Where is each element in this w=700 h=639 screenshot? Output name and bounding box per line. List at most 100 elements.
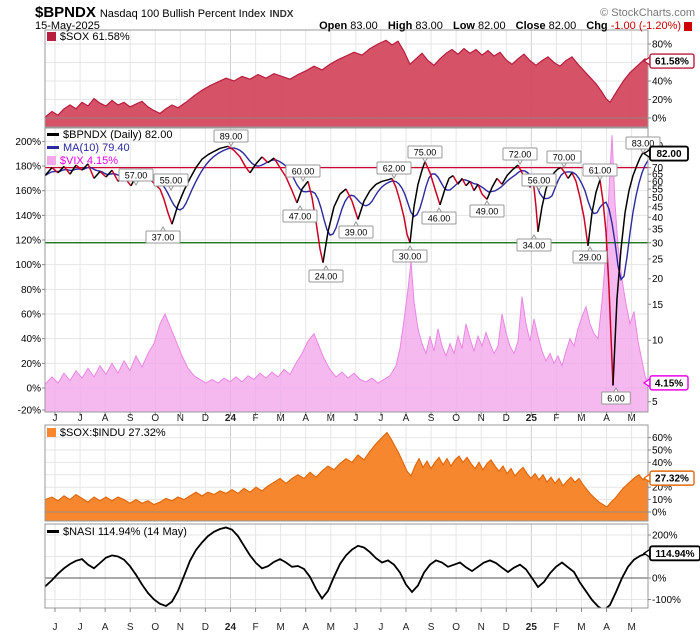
quote-strip: Open 83.00 High 83.00 Low 82.00 Close 82… xyxy=(312,20,692,32)
legend-ma10: MA(10) 79.40 xyxy=(47,141,130,154)
exchange-code: INDX xyxy=(269,9,294,20)
high-label: High xyxy=(387,20,413,32)
close-label: Close xyxy=(515,20,546,32)
legend-bpndx: $BPNDX (Daily) 82.00 xyxy=(47,128,172,141)
svg-text:29.00: 29.00 xyxy=(579,253,602,263)
svg-text:45: 45 xyxy=(652,202,664,213)
svg-text:D: D xyxy=(503,413,510,424)
svg-text:N: N xyxy=(478,622,485,633)
svg-text:0%: 0% xyxy=(652,508,667,519)
svg-text:20: 20 xyxy=(652,274,664,285)
svg-text:120%: 120% xyxy=(15,236,41,247)
svg-text:A: A xyxy=(102,413,109,424)
svg-text:A: A xyxy=(603,413,610,424)
svg-text:40%: 40% xyxy=(652,458,672,469)
svg-text:J: J xyxy=(78,622,83,633)
svg-text:100%: 100% xyxy=(15,260,41,271)
svg-text:140%: 140% xyxy=(15,211,41,222)
svg-text:0%: 0% xyxy=(652,114,667,125)
bpndx-line-icon xyxy=(47,133,59,136)
svg-text:80%: 80% xyxy=(652,40,672,51)
svg-text:S: S xyxy=(428,622,435,633)
svg-text:J: J xyxy=(378,413,383,424)
svg-text:55: 55 xyxy=(652,185,664,196)
legend-vix-label: $VIX 4.15% xyxy=(59,154,119,167)
copyright: © StockCharts.com xyxy=(600,7,695,19)
close-value: 82.00 xyxy=(548,20,577,32)
chg-down-triangle-icon: ▼ xyxy=(684,22,692,31)
svg-text:J: J xyxy=(53,413,58,424)
svg-text:N: N xyxy=(478,413,485,424)
svg-text:M: M xyxy=(627,622,635,633)
panel-sox-indu xyxy=(45,431,648,521)
svg-text:-100%: -100% xyxy=(652,595,681,606)
svg-text:D: D xyxy=(202,622,209,633)
svg-text:S: S xyxy=(127,622,134,633)
svg-text:24.00: 24.00 xyxy=(315,272,338,282)
svg-text:J: J xyxy=(78,413,83,424)
svg-text:S: S xyxy=(428,413,435,424)
vix-triangle-icon: ▲ xyxy=(47,155,56,165)
svg-text:20%: 20% xyxy=(21,359,41,370)
svg-text:O: O xyxy=(151,622,159,633)
svg-text:25: 25 xyxy=(526,622,538,633)
svg-text:60: 60 xyxy=(652,177,664,188)
svg-text:114.94%: 114.94% xyxy=(656,549,695,560)
svg-text:72.00: 72.00 xyxy=(509,150,532,160)
svg-text:D: D xyxy=(202,413,209,424)
svg-text:47.00: 47.00 xyxy=(289,212,312,222)
sox-triangle-icon: ▲ xyxy=(47,31,56,41)
chg-value: -1.00 (-1.20%) xyxy=(610,20,682,32)
svg-text:24: 24 xyxy=(225,622,237,633)
svg-text:J: J xyxy=(353,413,358,424)
chg-label: Chg xyxy=(586,20,608,32)
ma10-line-icon xyxy=(47,146,59,149)
svg-text:89.00: 89.00 xyxy=(220,132,243,142)
legend-nasi-label: $NASI 114.94% (14 May) xyxy=(63,525,187,538)
svg-text:M: M xyxy=(327,622,335,633)
svg-text:200%: 200% xyxy=(652,531,678,542)
svg-text:20%: 20% xyxy=(652,95,672,106)
price-annotations: 57.00 55.00 37.00 89.00 47.00 60.00 24.00 39.00… xyxy=(118,129,661,405)
svg-text:57.00: 57.00 xyxy=(125,171,148,181)
svg-text:27.32%: 27.32% xyxy=(655,474,689,485)
svg-text:25: 25 xyxy=(526,413,538,424)
svg-text:M: M xyxy=(276,413,284,424)
legend-ma10-label: MA(10) 79.40 xyxy=(63,141,130,154)
svg-text:M: M xyxy=(276,622,284,633)
svg-text:50%: 50% xyxy=(652,446,672,457)
svg-text:4.15%: 4.15% xyxy=(655,378,683,389)
index-name: Nasdaq 100 Bullish Percent Index xyxy=(99,8,266,20)
svg-text:A: A xyxy=(102,622,109,633)
svg-text:A: A xyxy=(302,413,309,424)
svg-text:49.00: 49.00 xyxy=(476,207,499,217)
low-value: 82.00 xyxy=(478,20,506,32)
svg-text:A: A xyxy=(403,413,410,424)
svg-text:83.00: 83.00 xyxy=(632,139,655,149)
svg-text:J: J xyxy=(378,622,383,633)
legend-sox-label: $SOX 61.58% xyxy=(59,30,130,43)
open-value: 83.00 xyxy=(350,20,378,32)
legend-sox-indu: ▲ $SOX:$INDU 27.32% xyxy=(47,426,166,439)
svg-text:D: D xyxy=(503,622,510,633)
svg-text:46.00: 46.00 xyxy=(428,214,451,224)
svg-text:F: F xyxy=(553,622,559,633)
legend-vix: ▲ $VIX 4.15% xyxy=(47,154,118,167)
svg-text:M: M xyxy=(327,413,335,424)
svg-text:39.00: 39.00 xyxy=(345,228,368,238)
panel-nasi xyxy=(45,526,648,608)
svg-text:37.00: 37.00 xyxy=(152,233,175,243)
chart-date: 15-May-2025 xyxy=(35,20,100,32)
svg-text:M: M xyxy=(577,622,585,633)
svg-text:M: M xyxy=(627,413,635,424)
svg-text:82.00: 82.00 xyxy=(656,149,681,160)
svg-text:24: 24 xyxy=(225,413,237,424)
svg-text:O: O xyxy=(452,413,460,424)
svg-text:70.00: 70.00 xyxy=(553,153,576,163)
svg-text:F: F xyxy=(253,413,259,424)
svg-text:A: A xyxy=(603,622,610,633)
svg-text:O: O xyxy=(452,622,460,633)
svg-text:10%: 10% xyxy=(652,495,672,506)
svg-text:M: M xyxy=(577,413,585,424)
